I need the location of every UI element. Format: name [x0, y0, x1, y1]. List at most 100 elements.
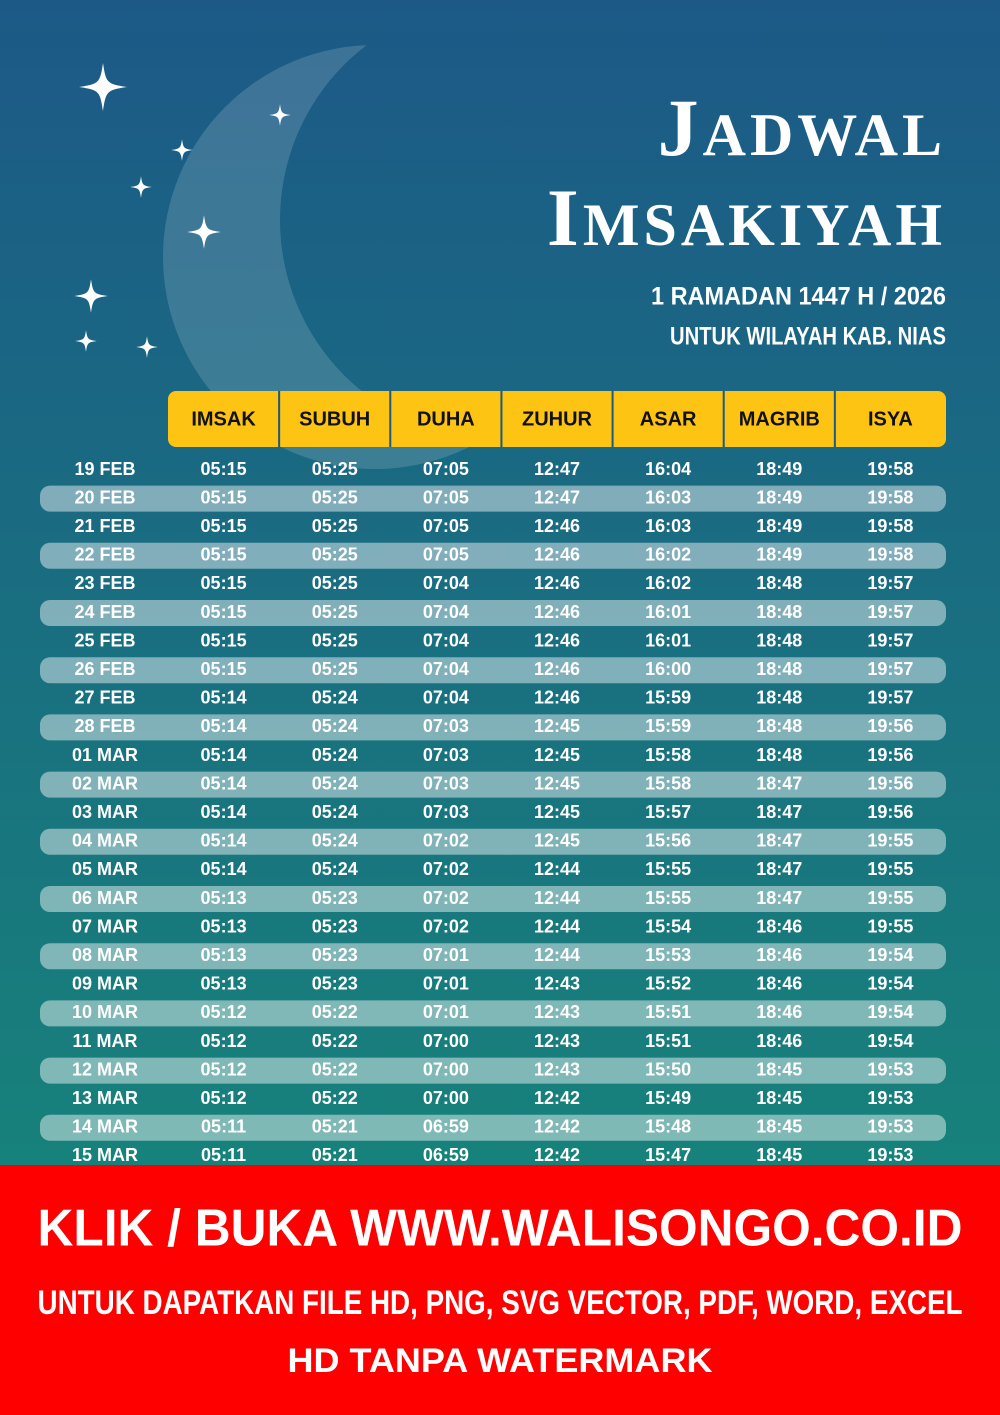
date-cell: 08 MAR	[72, 945, 138, 965]
date-cell: 02 MAR	[72, 773, 138, 793]
time-cell: 05:25	[312, 459, 358, 479]
time-cell: 15:47	[645, 1145, 691, 1165]
time-cell: 07:04	[423, 630, 469, 650]
time-cell: 15:59	[645, 688, 691, 708]
time-cell: 05:15	[201, 487, 247, 507]
time-cell: 07:03	[423, 802, 469, 822]
time-cell: 16:01	[645, 602, 691, 622]
time-cell: 05:24	[312, 859, 358, 879]
row-band	[40, 657, 946, 684]
time-cell: 07:04	[423, 688, 469, 708]
time-cell: 18:49	[756, 487, 802, 507]
time-cell: 07:04	[423, 602, 469, 622]
time-cell: 18:45	[756, 1117, 802, 1137]
time-cell: 12:45	[534, 745, 580, 765]
time-cell: 19:57	[867, 602, 913, 622]
time-cell: 19:53	[867, 1145, 913, 1165]
time-cell: 18:45	[756, 1145, 802, 1165]
time-cell: 19:58	[867, 487, 913, 507]
time-cell: 19:54	[867, 1002, 913, 1022]
time-cell: 12:46	[534, 688, 580, 708]
time-cell: 07:03	[423, 716, 469, 736]
time-cell: 05:24	[312, 716, 358, 736]
time-cell: 19:57	[867, 630, 913, 650]
time-cell: 05:24	[312, 831, 358, 851]
time-cell: 05:14	[201, 688, 247, 708]
date-cell: 22 FEB	[74, 545, 135, 565]
time-cell: 15:51	[645, 1031, 691, 1051]
time-cell: 12:45	[534, 831, 580, 851]
time-cell: 18:48	[756, 745, 802, 765]
time-cell: 07:03	[423, 773, 469, 793]
time-cell: 07:05	[423, 545, 469, 565]
time-cell: 18:45	[756, 1088, 802, 1108]
time-cell: 07:04	[423, 659, 469, 679]
time-cell: 12:46	[534, 516, 580, 536]
time-cell: 18:46	[756, 974, 802, 994]
time-cell: 19:53	[867, 1117, 913, 1137]
time-cell: 15:52	[645, 974, 691, 994]
time-cell: 05:12	[201, 1031, 247, 1051]
time-cell: 07:04	[423, 573, 469, 593]
time-cell: 18:48	[756, 659, 802, 679]
time-cell: 05:23	[312, 945, 358, 965]
time-cell: 05:14	[201, 773, 247, 793]
time-cell: 05:22	[312, 1031, 358, 1051]
date-cell: 03 MAR	[72, 802, 138, 822]
subtitle: UNTUK WILAYAH KAB. NIAS	[670, 323, 946, 351]
time-cell: 07:01	[423, 974, 469, 994]
banner	[0, 1165, 1000, 1415]
time-cell: 12:46	[534, 573, 580, 593]
time-cell: 18:48	[756, 630, 802, 650]
time-cell: 05:12	[201, 1088, 247, 1108]
time-cell: 07:05	[423, 459, 469, 479]
time-cell: 05:15	[201, 573, 247, 593]
time-cell: 05:21	[312, 1145, 358, 1165]
column-header: IMSAK	[191, 408, 256, 430]
time-cell: 05:25	[312, 630, 358, 650]
time-cell: 19:54	[867, 945, 913, 965]
title: JADWAL	[658, 82, 946, 173]
time-cell: 12:46	[534, 545, 580, 565]
date-cell: 09 MAR	[72, 974, 138, 994]
time-cell: 07:05	[423, 487, 469, 507]
time-cell: 05:22	[312, 1088, 358, 1108]
time-cell: 06:59	[423, 1145, 469, 1165]
date-cell: 25 FEB	[74, 630, 135, 650]
time-cell: 06:59	[423, 1117, 469, 1137]
time-cell: 19:57	[867, 573, 913, 593]
time-cell: 05:25	[312, 545, 358, 565]
time-cell: 05:13	[201, 974, 247, 994]
time-cell: 07:01	[423, 1002, 469, 1022]
date-cell: 27 FEB	[74, 688, 135, 708]
row-band	[40, 485, 946, 512]
time-cell: 12:42	[534, 1117, 580, 1137]
time-cell: 05:13	[201, 916, 247, 936]
time-cell: 05:12	[201, 1002, 247, 1022]
time-cell: 19:56	[867, 745, 913, 765]
row-band	[40, 1114, 946, 1141]
date-cell: 11 MAR	[72, 1031, 137, 1051]
time-cell: 18:47	[756, 802, 802, 822]
date-cell: 04 MAR	[72, 831, 138, 851]
time-cell: 05:13	[201, 945, 247, 965]
time-cell: 05:14	[201, 716, 247, 736]
time-cell: 12:45	[534, 802, 580, 822]
time-cell: 05:25	[312, 573, 358, 593]
time-cell: 05:13	[201, 888, 247, 908]
date-cell: 20 FEB	[74, 487, 135, 507]
time-cell: 18:49	[756, 459, 802, 479]
time-cell: 12:46	[534, 659, 580, 679]
time-cell: 16:03	[645, 516, 691, 536]
column-header: DUHA	[417, 408, 475, 430]
time-cell: 19:56	[867, 773, 913, 793]
time-cell: 07:00	[423, 1088, 469, 1108]
header-bar	[168, 391, 946, 447]
date-cell: 10 MAR	[72, 1002, 138, 1022]
time-cell: 05:12	[201, 1059, 247, 1079]
time-cell: 07:00	[423, 1031, 469, 1051]
time-cell: 19:54	[867, 974, 913, 994]
time-cell: 18:46	[756, 916, 802, 936]
time-cell: 18:46	[756, 945, 802, 965]
time-cell: 15:49	[645, 1088, 691, 1108]
